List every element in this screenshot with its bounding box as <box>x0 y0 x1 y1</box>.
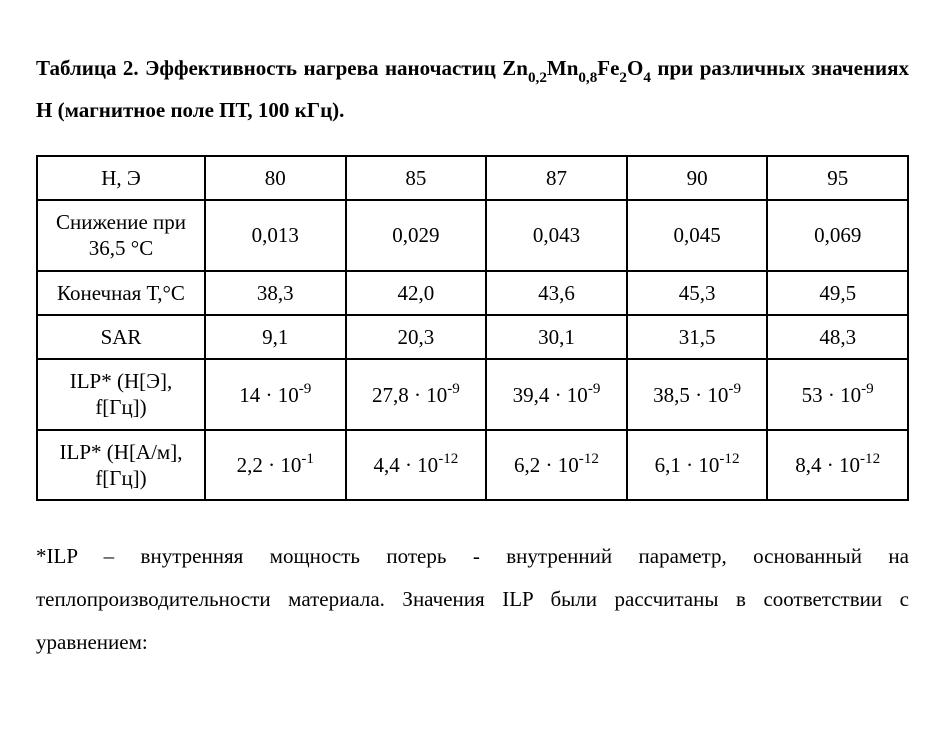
cell-base: 6,1 · 10 <box>655 453 720 477</box>
row-label: ILP* (Н[А/м], f[Гц]) <box>37 430 205 501</box>
footnote-text: *ILP – внутренняя мощность потерь - внут… <box>36 535 909 664</box>
table-cell: 53 · 10-9 <box>767 359 908 430</box>
table-cell: 38,5 · 10-9 <box>627 359 768 430</box>
cell-exp: -12 <box>579 451 599 467</box>
table-cell: 0,029 <box>346 200 487 271</box>
table-header-row: Н, Э 80 85 87 90 95 <box>37 156 908 200</box>
caption-prefix: Таблица 2. Эффективность нагрева наночас… <box>36 56 528 80</box>
caption-sub-1: 0,2 <box>528 70 547 86</box>
row-label-line1: ILP* (Н[Э], <box>70 369 173 393</box>
header-cell: 87 <box>486 156 627 200</box>
cell-exp: -9 <box>861 381 874 397</box>
table-cell: 49,5 <box>767 271 908 315</box>
caption-sub-3: 2 <box>619 70 627 86</box>
row-label-line1: ILP* (Н[А/м], <box>60 440 183 464</box>
cell-base: 27,8 · 10 <box>372 383 447 407</box>
row-label: SAR <box>37 315 205 359</box>
table-cell: 45,3 <box>627 271 768 315</box>
table-cell: 30,1 <box>486 315 627 359</box>
cell-base: 8,4 · 10 <box>795 453 860 477</box>
row-label-line1: Конечная Т,°С <box>57 281 185 305</box>
header-cell: 90 <box>627 156 768 200</box>
table-cell: 0,013 <box>205 200 346 271</box>
caption-sub-4: 4 <box>643 70 651 86</box>
cell-exp: -1 <box>301 451 314 467</box>
header-row-label: Н, Э <box>37 156 205 200</box>
cell-base: 53 · 10 <box>802 383 862 407</box>
cell-base: 38,5 · 10 <box>653 383 728 407</box>
header-cell: 80 <box>205 156 346 200</box>
cell-base: 4,4 · 10 <box>373 453 438 477</box>
cell-base: 14 · 10 <box>239 383 299 407</box>
table-cell: 2,2 · 10-1 <box>205 430 346 501</box>
table-cell: 38,3 <box>205 271 346 315</box>
cell-exp: -12 <box>860 451 880 467</box>
table-cell: 0,045 <box>627 200 768 271</box>
table-caption: Таблица 2. Эффективность нагрева наночас… <box>36 49 909 131</box>
row-label-line1: Снижение при <box>56 210 186 234</box>
table-cell: 31,5 <box>627 315 768 359</box>
cell-base: 6,2 · 10 <box>514 453 579 477</box>
table-cell: 14 · 10-9 <box>205 359 346 430</box>
table-cell: 4,4 · 10-12 <box>346 430 487 501</box>
cell-exp: -9 <box>299 381 312 397</box>
row-label: Конечная Т,°С <box>37 271 205 315</box>
cell-exp: -9 <box>447 381 460 397</box>
table-cell: 48,3 <box>767 315 908 359</box>
row-label-line2: f[Гц]) <box>95 395 146 419</box>
table-cell: 27,8 · 10-9 <box>346 359 487 430</box>
row-label-line2: f[Гц]) <box>95 466 146 490</box>
header-cell: 85 <box>346 156 487 200</box>
cell-exp: -12 <box>438 451 458 467</box>
cell-base: 2,2 · 10 <box>237 453 302 477</box>
caption-sub-2: 0,8 <box>578 70 597 86</box>
data-table: Н, Э 80 85 87 90 95 Снижение при 36,5 °С… <box>36 155 909 501</box>
cell-base: 39,4 · 10 <box>513 383 588 407</box>
row-label-line1: SAR <box>101 325 142 349</box>
cell-exp: -9 <box>588 381 601 397</box>
caption-mid-1: Mn <box>547 56 579 80</box>
caption-mid-2: Fe <box>597 56 619 80</box>
caption-mid-3: O <box>627 56 643 80</box>
table-cell: 39,4 · 10-9 <box>486 359 627 430</box>
table-row: ILP* (Н[Э], f[Гц]) 14 · 10-9 27,8 · 10-9… <box>37 359 908 430</box>
header-cell: 95 <box>767 156 908 200</box>
table-cell: 42,0 <box>346 271 487 315</box>
table-cell: 43,6 <box>486 271 627 315</box>
table-row: ILP* (Н[А/м], f[Гц]) 2,2 · 10-1 4,4 · 10… <box>37 430 908 501</box>
row-label-line2: 36,5 °С <box>89 236 153 260</box>
table-cell: 6,2 · 10-12 <box>486 430 627 501</box>
table-row: Снижение при 36,5 °С 0,013 0,029 0,043 0… <box>37 200 908 271</box>
table-row: Конечная Т,°С 38,3 42,0 43,6 45,3 49,5 <box>37 271 908 315</box>
cell-exp: -9 <box>728 381 741 397</box>
row-label: Снижение при 36,5 °С <box>37 200 205 271</box>
cell-exp: -12 <box>719 451 739 467</box>
table-cell: 20,3 <box>346 315 487 359</box>
row-label: ILP* (Н[Э], f[Гц]) <box>37 359 205 430</box>
table-row: SAR 9,1 20,3 30,1 31,5 48,3 <box>37 315 908 359</box>
table-cell: 0,043 <box>486 200 627 271</box>
table-cell: 8,4 · 10-12 <box>767 430 908 501</box>
table-cell: 6,1 · 10-12 <box>627 430 768 501</box>
table-cell: 9,1 <box>205 315 346 359</box>
table-cell: 0,069 <box>767 200 908 271</box>
